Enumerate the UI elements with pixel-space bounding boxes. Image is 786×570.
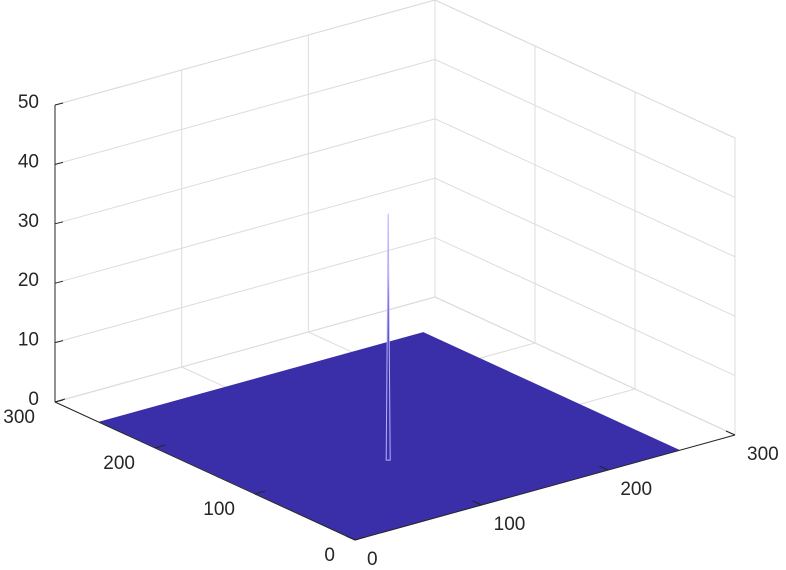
z-tick xyxy=(54,102,64,106)
x-tick xyxy=(725,430,736,436)
grid-line xyxy=(54,58,736,198)
grid-line xyxy=(54,118,736,258)
z-tick-label: 30 xyxy=(18,211,39,232)
z-tick-label: 50 xyxy=(18,92,39,113)
y-tick xyxy=(254,490,266,495)
x-tick-label: 200 xyxy=(620,479,652,500)
x-tick xyxy=(472,500,482,506)
z-tick-label: 20 xyxy=(18,270,39,291)
x-tick xyxy=(599,465,609,471)
grid-line xyxy=(54,177,736,317)
z-tick-label: 0 xyxy=(28,389,39,410)
z-tick xyxy=(54,340,64,344)
x-tick-label: 100 xyxy=(494,514,526,535)
grid-line xyxy=(54,0,436,403)
y-tick xyxy=(154,444,166,449)
z-tick-label: 40 xyxy=(18,151,39,172)
z-tick xyxy=(54,161,64,165)
z-tick xyxy=(54,280,64,284)
y-tick-label: 200 xyxy=(103,453,135,474)
z-tick xyxy=(54,221,64,225)
grid-line xyxy=(54,0,736,139)
x-tick-label: 0 xyxy=(367,549,378,570)
y-tick-label: 300 xyxy=(3,407,35,428)
peak xyxy=(385,213,391,461)
x-axis xyxy=(354,434,736,541)
y-tick xyxy=(354,536,366,541)
x-tick xyxy=(345,535,356,541)
x-tick-label: 300 xyxy=(747,444,779,465)
y-tick-label: 100 xyxy=(203,499,235,520)
z-tick-label: 10 xyxy=(18,330,39,351)
y-tick xyxy=(54,398,66,403)
y-axis xyxy=(54,401,356,541)
y-tick-label: 0 xyxy=(324,545,335,566)
